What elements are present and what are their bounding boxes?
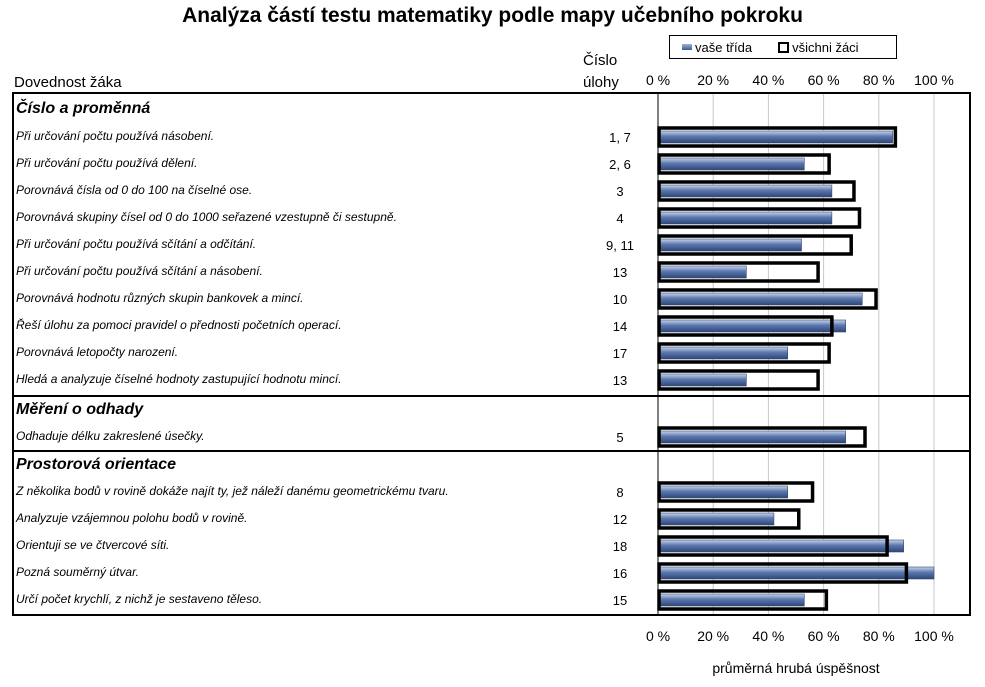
bar-all-students xyxy=(657,261,820,283)
task-number: 16 xyxy=(612,566,628,581)
bar-class xyxy=(657,512,775,526)
skill-label: Řeší úlohu za pomoci pravidel o přednost… xyxy=(16,318,342,332)
skill-label: Porovnává skupiny čísel od 0 do 1000 seř… xyxy=(16,210,397,224)
task-column-header: Číslo úlohy xyxy=(583,50,643,94)
bar-class xyxy=(657,485,789,499)
tick-label: 20 % xyxy=(697,628,730,644)
bar-class xyxy=(657,593,805,607)
task-number: 4 xyxy=(616,211,624,226)
bar-class xyxy=(657,566,935,580)
task-header-line1: Číslo xyxy=(583,52,618,69)
bar-class xyxy=(657,265,747,279)
bar-all-students xyxy=(657,481,815,503)
bar-class xyxy=(657,184,833,198)
skill-label: Odhaduje délku zakreslené úsečky. xyxy=(16,429,205,443)
bar-all-students xyxy=(657,234,853,256)
tick-label: 100 % xyxy=(914,72,954,88)
task-number: 14 xyxy=(612,319,628,334)
legend-swatch-class xyxy=(682,44,692,50)
section-title: Prostorová orientace xyxy=(16,456,177,473)
task-number: 9, 11 xyxy=(606,238,634,253)
tick-label: 100 % xyxy=(914,628,954,644)
task-header-line2: úlohy xyxy=(583,74,619,91)
legend-swatch-all xyxy=(778,41,790,53)
bar-class xyxy=(657,373,747,387)
tick-label: 0 % xyxy=(645,628,671,644)
bar-all-students xyxy=(657,369,820,391)
task-number: 13 xyxy=(612,265,628,280)
bar-class xyxy=(657,130,893,144)
bar-all-students xyxy=(657,180,856,202)
bar-all-students xyxy=(657,562,909,584)
task-number: 2, 6 xyxy=(609,157,631,172)
skill-label: Při určování počtu používá sčítání a odč… xyxy=(16,237,257,251)
skill-label: Hledá a analyzuje číselné hodnoty zastup… xyxy=(16,372,342,386)
skill-label: Orientuji se ve čtvercové síti. xyxy=(16,538,170,552)
skill-label: Porovnává čísla od 0 do 100 na číselné o… xyxy=(16,183,253,197)
bar-class xyxy=(657,292,863,306)
skill-label: Analyzuje vzájemnou polohu bodů v rovině… xyxy=(16,511,248,525)
task-number: 8 xyxy=(616,485,624,500)
skill-label: Porovnává letopočty narození. xyxy=(16,345,179,359)
bar-class xyxy=(657,346,789,360)
task-number: 15 xyxy=(612,593,628,608)
bar-class xyxy=(657,430,846,444)
task-number: 3 xyxy=(616,184,624,199)
section-divider xyxy=(12,395,971,397)
chart-frame xyxy=(12,92,971,616)
legend-label-all: všichni žáci xyxy=(792,39,859,55)
legend-item-all: všichni žáci xyxy=(764,39,859,55)
section-title: Číslo a proměnná xyxy=(16,100,151,117)
bar-all-students xyxy=(657,126,898,148)
bar-all-students xyxy=(657,342,831,364)
task-number: 5 xyxy=(616,430,624,445)
skill-label: Porovnává hodnotu různých skupin bankove… xyxy=(16,291,304,305)
bar-all-students xyxy=(657,589,829,611)
tick-label: 60 % xyxy=(807,628,840,644)
task-number: 17 xyxy=(612,346,628,361)
skill-label: Z několika bodů v rovině dokáže najít ty… xyxy=(16,484,449,498)
bar-all-students xyxy=(657,535,889,557)
bar-all-students xyxy=(657,288,878,310)
bar-class xyxy=(657,211,833,225)
chart-title: Analýza částí testu matematiky podle map… xyxy=(182,4,803,27)
task-number: 12 xyxy=(612,512,628,527)
legend: vaše třída všichni žáci xyxy=(669,35,897,59)
skill-label: Určí počet krychlí, z nichž je sestaveno… xyxy=(16,592,263,606)
tick-label: 80 % xyxy=(862,628,895,644)
bar-all-students xyxy=(657,207,862,229)
skill-label: Pozná souměrný útvar. xyxy=(16,565,139,579)
legend-item-class: vaše třída xyxy=(682,40,752,55)
section-divider xyxy=(12,450,971,452)
task-number: 1, 7 xyxy=(609,130,631,145)
skill-label: Při určování počtu používá násobení. xyxy=(16,129,215,143)
skill-label: Při určování počtu používá dělení. xyxy=(16,156,198,170)
x-axis-label: průměrná hrubá úspěšnost xyxy=(712,660,880,676)
bar-all-students xyxy=(657,153,831,175)
tick-label: 20 % xyxy=(697,72,730,88)
bar-class xyxy=(657,157,805,171)
bar-class xyxy=(657,539,904,553)
skill-column-header: Dovednost žáka xyxy=(14,74,122,91)
bar-all-students xyxy=(657,315,834,337)
bar-all-students xyxy=(657,426,867,448)
task-number: 18 xyxy=(612,539,628,554)
legend-label-class: vaše třída xyxy=(695,39,753,55)
bar-all-students xyxy=(657,508,801,530)
tick-label: 40 % xyxy=(752,72,785,88)
task-number: 10 xyxy=(612,292,628,307)
bar-class xyxy=(657,319,846,333)
bar-class xyxy=(657,238,802,252)
skill-label: Při určování počtu používá sčítání a nás… xyxy=(16,264,263,278)
tick-label: 40 % xyxy=(752,628,785,644)
tick-label: 80 % xyxy=(862,72,895,88)
tick-label: 0 % xyxy=(645,72,671,88)
section-title: Měření o odhady xyxy=(16,401,144,418)
task-number: 13 xyxy=(612,373,628,388)
tick-label: 60 % xyxy=(807,72,840,88)
